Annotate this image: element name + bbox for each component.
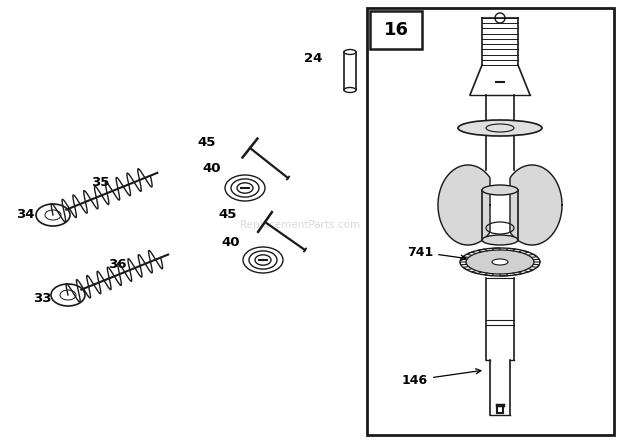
Bar	[367, 8, 614, 435]
Text: 45: 45	[198, 137, 216, 149]
Text: 40: 40	[222, 236, 241, 250]
Text: 40: 40	[203, 161, 221, 175]
Text: 35: 35	[91, 176, 109, 190]
Text: ReplacementParts.com: ReplacementParts.com	[240, 220, 360, 230]
Ellipse shape	[344, 87, 356, 93]
Ellipse shape	[482, 235, 518, 245]
Bar	[370, 11, 422, 49]
Text: 33: 33	[33, 292, 51, 304]
Text: 34: 34	[16, 209, 34, 221]
Polygon shape	[258, 212, 272, 232]
Ellipse shape	[492, 259, 508, 265]
Polygon shape	[242, 138, 257, 157]
Text: 24: 24	[304, 52, 322, 64]
Bar	[344, 52, 356, 90]
Polygon shape	[438, 165, 490, 245]
Ellipse shape	[466, 250, 534, 274]
Text: 16: 16	[384, 21, 409, 39]
Polygon shape	[510, 165, 562, 245]
Ellipse shape	[36, 204, 70, 226]
Text: 741: 741	[407, 246, 466, 260]
Ellipse shape	[51, 284, 85, 306]
Text: 45: 45	[219, 209, 237, 221]
Text: 146: 146	[402, 369, 481, 386]
Ellipse shape	[482, 185, 518, 195]
Text: 36: 36	[108, 258, 126, 272]
Ellipse shape	[344, 49, 356, 55]
Ellipse shape	[458, 120, 542, 136]
